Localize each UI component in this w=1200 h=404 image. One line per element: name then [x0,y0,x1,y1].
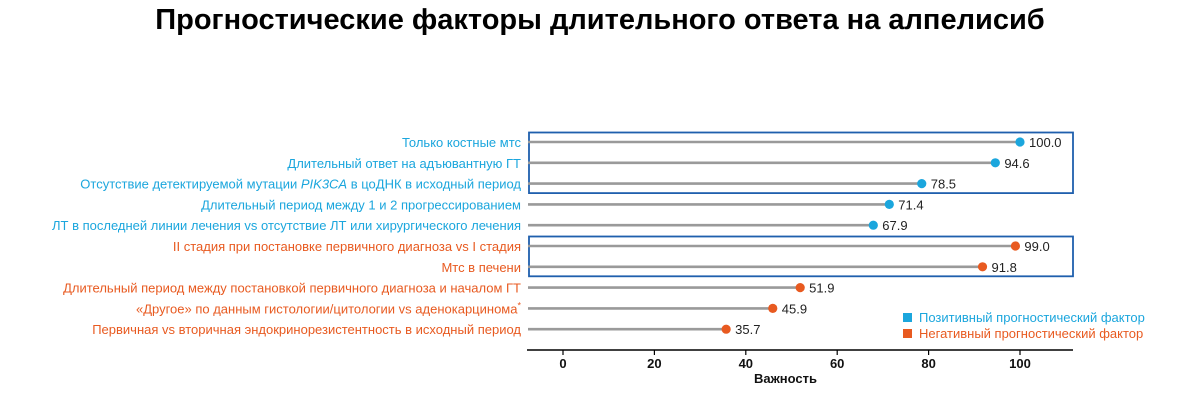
category-label: Мтс в печени [441,260,521,275]
legend-negative-swatch [903,329,912,338]
x-tick-label: 80 [921,356,935,371]
value-label: 45.9 [782,301,807,316]
x-tick-label: 20 [647,356,661,371]
category-label: ЛТ в последней линии лечения vs отсутств… [52,218,521,233]
value-label: 71.4 [898,197,923,212]
category-label: «Другое» по данным гистологии/цитологии … [136,300,522,316]
value-label: 78.5 [931,177,956,192]
lollipop-dot [795,283,805,293]
legend-positive-label: Позитивный прогностический фактор [919,310,1145,325]
lollipop-dot [977,262,988,272]
value-label: 67.9 [882,218,907,233]
x-tick-label: 40 [739,356,753,371]
lollipop-dot [768,303,778,313]
x-axis-title: Важность [754,371,817,386]
x-tick-label: 60 [830,356,844,371]
value-label: 51.9 [809,281,834,296]
legend-positive-swatch [903,313,912,322]
legend-negative-label: Негативный прогностический фактор [919,326,1143,341]
category-label: Длительный период между 1 и 2 прогрессир… [201,197,521,212]
category-label: Длительный ответ на адъювантную ГТ [287,156,521,171]
value-label: 35.7 [735,322,760,337]
category-label: Только костные мтс [402,135,522,150]
value-label: 91.8 [992,260,1017,275]
x-tick-label: 100 [1009,356,1031,371]
x-tick-label: 0 [559,356,566,371]
lollipop-dot [884,199,894,209]
lollipop-dot [868,220,878,230]
highlight-box-2 [528,235,1074,278]
lollipop-dot [1010,241,1021,251]
category-label: Отсутствие детектируемой мутации PIK3CA … [80,177,521,192]
category-label: Первичная vs вторичная эндокринорезистен… [92,322,521,337]
lollipop-dot [1015,137,1025,147]
lollipop-dot [721,324,731,334]
page-title: Прогностические факторы длительного отве… [155,4,1045,36]
category-label: Длительный период между постановкой перв… [63,281,521,296]
category-label: II стадия при постановке первичного диаг… [173,239,521,254]
value-label: 100.0 [1029,135,1062,150]
lollipop-dot [917,179,927,189]
value-label: 99.0 [1024,239,1049,254]
value-label: 94.6 [1004,156,1029,171]
lollipop-dot [990,158,1000,168]
